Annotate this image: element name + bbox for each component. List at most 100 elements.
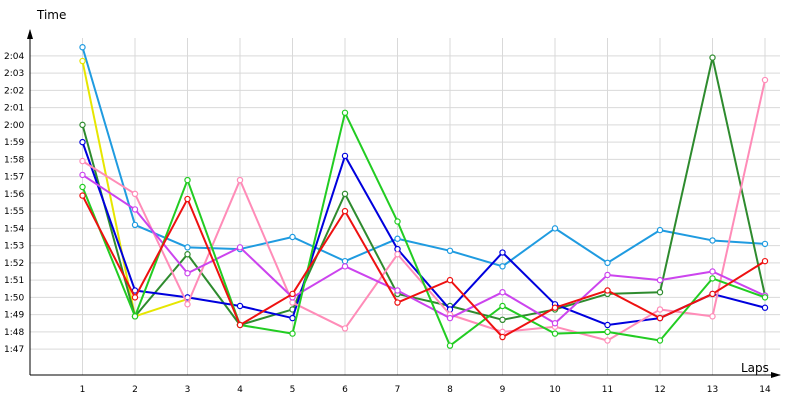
data-point [604,259,611,267]
y-tick-label: 2:00 [4,121,24,131]
data-point [79,192,86,199]
data-point [289,314,296,322]
data-point [761,294,769,301]
data-point [709,313,716,320]
data-point [656,314,664,322]
data-point [604,271,611,279]
data-point [656,306,664,313]
x-axis-title: Laps [741,361,769,375]
x-tick-label: 9 [500,385,506,395]
grid [30,38,780,375]
x-tick-label: 6 [342,385,348,395]
data-point [131,294,139,301]
data-point [499,249,506,256]
data-point [79,44,86,51]
data-point [446,314,454,322]
data-point [604,321,611,329]
axes [27,29,781,378]
data-point [709,268,716,275]
y-tick-label: 2:04 [4,52,24,62]
data-point [656,337,664,344]
data-point [394,299,401,306]
series-line [81,195,766,339]
data-point [236,176,244,184]
y-tick-label: 1:57 [4,173,24,183]
data-point [656,276,664,284]
data-point [184,176,191,184]
series-6 [79,171,769,327]
series-line [81,79,766,342]
data-point [289,290,296,298]
data-point [184,251,191,258]
data-point [761,76,769,84]
data-point [761,257,769,265]
data-point [604,337,611,344]
x-tick-label: 7 [395,385,401,395]
data-point [551,320,559,327]
data-point [341,325,349,332]
data-point [79,121,86,129]
data-point [131,221,139,229]
x-tick-label: 4 [237,385,243,395]
data-point [499,263,506,270]
series-7 [79,109,769,349]
data-point [551,225,559,232]
series-1 [79,44,769,270]
data-point [709,290,716,298]
data-point [446,342,454,349]
data-point [184,301,191,308]
y-tick-label: 1:59 [4,138,24,148]
series-line [81,46,766,268]
y-tick-label: 2:02 [4,86,24,96]
data-point [289,330,296,337]
data-point [761,240,769,248]
series [79,44,769,349]
y-tick-label: 1:58 [4,155,24,165]
y-tick-label: 1:47 [4,345,24,355]
data-point [341,207,349,215]
data-point [79,171,86,179]
y-tick-label: 1:55 [4,207,24,217]
data-point [604,328,611,336]
data-point [394,287,401,294]
data-point [131,190,139,198]
data-point [709,237,716,244]
data-point [184,270,191,277]
series-line [81,56,766,326]
data-point [131,313,139,320]
data-point [499,333,506,341]
data-point [656,289,664,296]
y-tick-label: 1:56 [4,190,24,200]
data-point [394,235,401,242]
y-tick-label: 2:03 [4,69,24,79]
data-point [79,157,86,165]
data-point [131,206,139,213]
x-tick-label: 3 [185,385,191,395]
x-tick-label: 8 [447,385,453,395]
y-tick-label: 1:49 [4,311,24,321]
data-point [394,218,401,225]
data-point [499,289,506,296]
data-point [236,244,244,251]
data-point [709,275,716,282]
data-point [79,138,86,146]
data-point [184,195,191,203]
data-point [79,57,86,65]
data-point [446,276,454,284]
x-tick-label: 13 [707,385,718,395]
data-point [446,247,454,254]
y-tick-label: 1:48 [4,328,24,338]
data-point [604,287,611,294]
y-tick-label: 1:53 [4,242,24,252]
x-tick-label: 12 [654,385,665,395]
x-tick-label: 2 [132,385,138,395]
data-point [709,54,716,61]
series-8 [79,192,769,341]
series-line [81,111,766,347]
x-tick-label: 14 [759,385,771,395]
y-tick-label: 1:54 [4,224,24,234]
data-point [341,257,349,265]
y-axis-arrow [27,29,33,39]
